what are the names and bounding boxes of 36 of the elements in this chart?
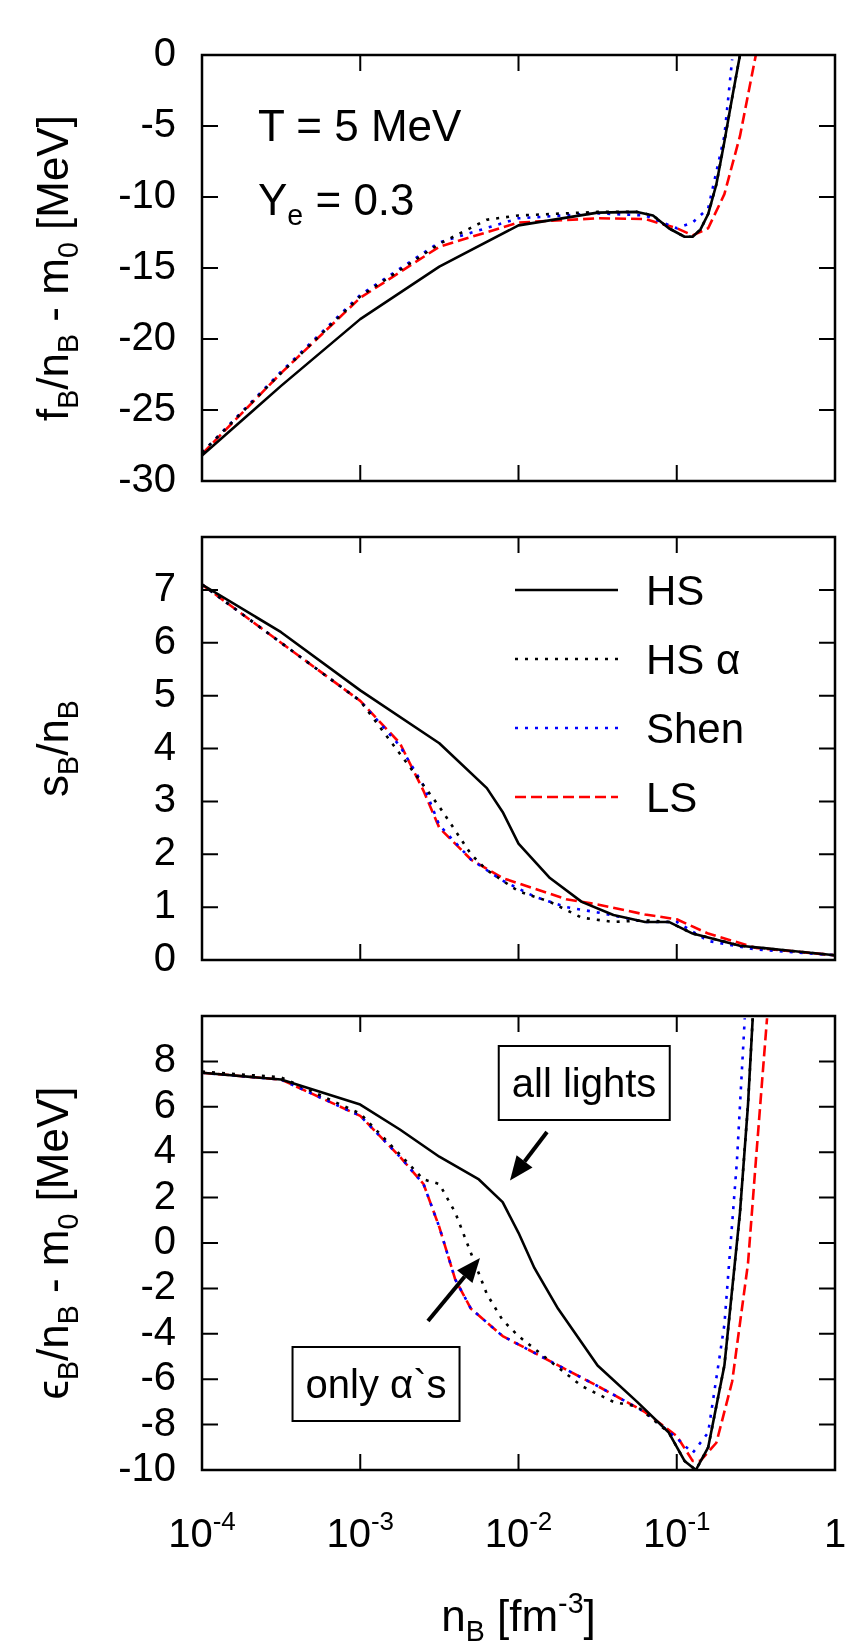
y-axis-title: fB/nB - m0 [MeV] [28, 115, 84, 421]
y-axis-title: sB/nB [28, 700, 84, 797]
y-tick-label: -5 [140, 101, 176, 146]
y-tick-label: 2 [153, 829, 176, 874]
x-tick-label: 1 [823, 1511, 847, 1555]
y-tick-label: -15 [118, 243, 176, 288]
y-tick-label: -30 [118, 456, 176, 501]
y-tick-label: -8 [140, 1399, 176, 1444]
annotation: all lights [497, 1045, 671, 1121]
legend-label: Shen [646, 705, 745, 752]
y-tick-label: 2 [153, 1172, 176, 1217]
legend-label: LS [646, 774, 698, 821]
y-tick-label: 4 [153, 723, 176, 768]
y-tick-label: 6 [153, 1081, 176, 1126]
y-tick-label: 6 [153, 617, 176, 662]
y-tick-label: -6 [140, 1354, 176, 1399]
y-tick-label: 8 [153, 1036, 176, 1081]
y-tick-label: 5 [153, 670, 176, 715]
annotation: only α`s [291, 1346, 461, 1422]
y-tick-label: -20 [118, 314, 176, 359]
y-tick-label: -2 [140, 1263, 176, 1308]
legend-label: HS α [646, 636, 741, 683]
y-tick-label: 0 [153, 935, 176, 980]
y-tick-label: -10 [118, 172, 176, 217]
y-tick-label: 1 [153, 882, 176, 927]
y-tick-label: 0 [153, 1218, 176, 1263]
y-tick-label: -4 [140, 1308, 176, 1353]
y-tick-label: 7 [153, 564, 176, 609]
legend-label: HS [646, 567, 705, 614]
y-tick-label: -10 [118, 1445, 176, 1490]
annotation: T = 5 MeV [258, 101, 463, 150]
y-tick-label: -25 [118, 385, 176, 430]
y-tick-label: 3 [153, 776, 176, 821]
y-tick-label: 0 [153, 30, 176, 75]
y-axis-title: ϵB/nB - m0 [MeV] [28, 1086, 84, 1400]
y-tick-label: 4 [153, 1127, 176, 1172]
